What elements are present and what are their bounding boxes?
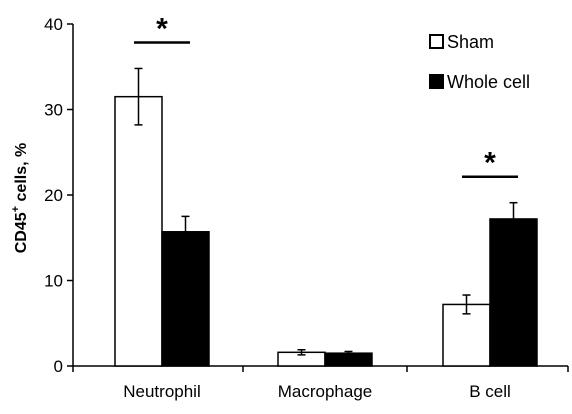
x-category-label: B cell (469, 382, 511, 401)
significance-star: * (156, 12, 168, 45)
significance-star: * (484, 147, 496, 180)
x-category-label: Neutrophil (123, 382, 201, 401)
legend-swatch (429, 34, 444, 49)
y-tick-label: 40 (44, 15, 63, 34)
x-category-label: Macrophage (278, 382, 373, 401)
legend-label: Whole cell (447, 72, 530, 92)
legend-label: Sham (447, 32, 494, 52)
y-tick-label: 20 (44, 186, 63, 205)
legend-swatch (429, 74, 444, 89)
plot-layer: 0 10 20 30 40 Neutrophil Macrophage B cell * * Sha… (44, 12, 569, 401)
bar-whole-cell (324, 352, 373, 367)
bar-sham (114, 95, 163, 367)
y-tick-label: 0 (54, 357, 63, 376)
y-axis-label: CD45+ cells, % (10, 143, 30, 254)
bar-sham (442, 303, 491, 367)
bar-whole-cell (489, 218, 538, 367)
y-axis-label-group: CD45+ cells, % (10, 143, 30, 254)
y-tick-label: 10 (44, 272, 63, 291)
bar-whole-cell (161, 231, 210, 367)
y-tick-label: 30 (44, 101, 63, 120)
